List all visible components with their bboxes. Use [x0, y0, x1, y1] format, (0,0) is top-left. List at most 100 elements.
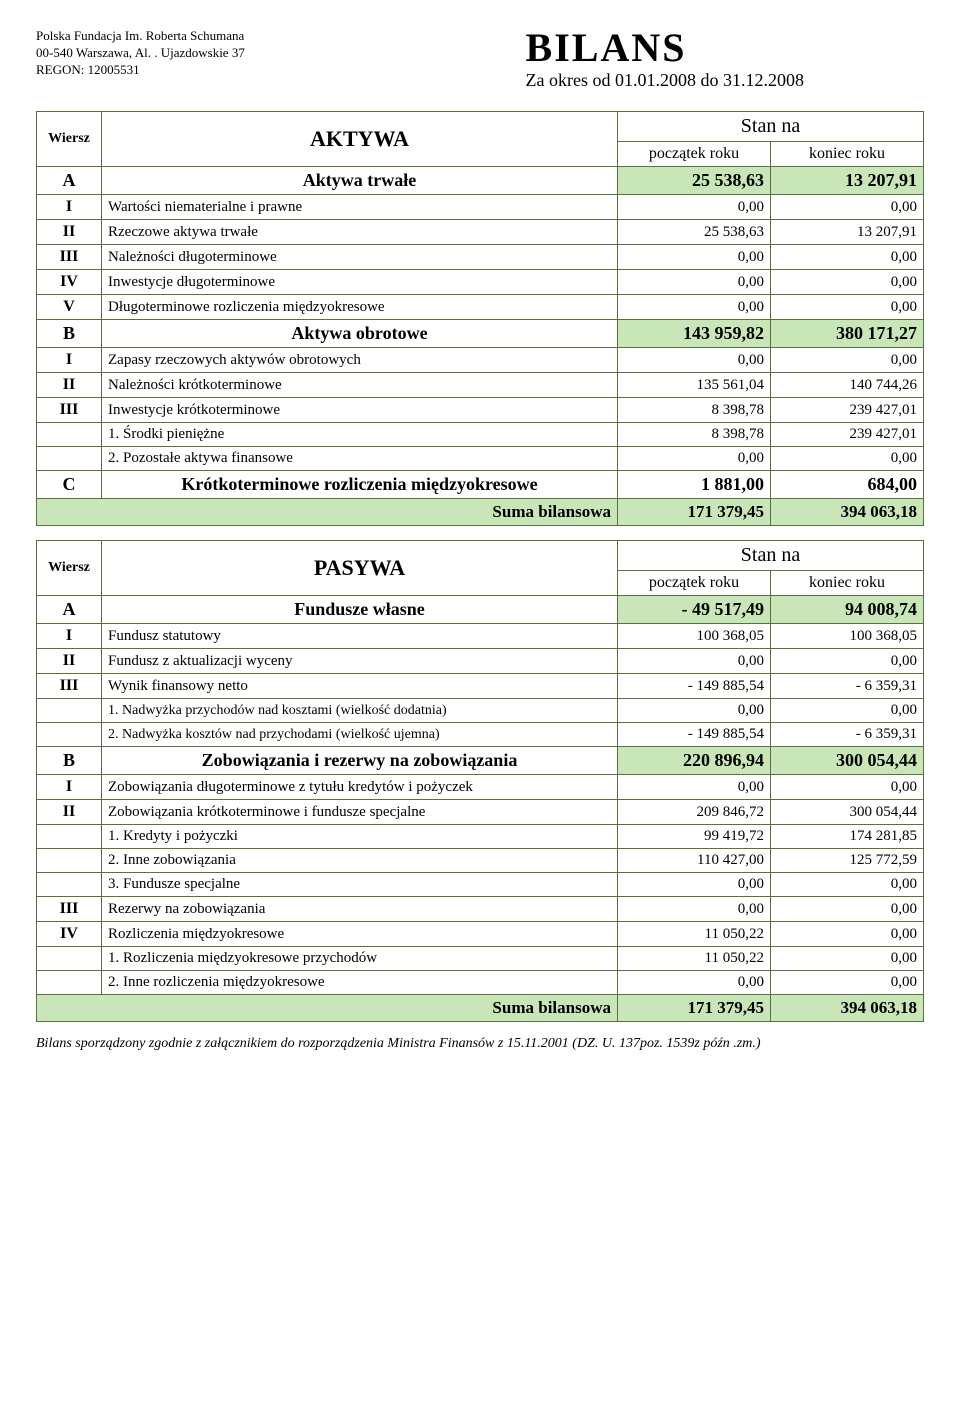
row-v2: 0,00 [771, 295, 924, 320]
koniec-header: koniec roku [771, 142, 924, 167]
row-code: V [37, 295, 102, 320]
suma-v1: 171 379,45 [618, 995, 771, 1022]
row-code [37, 849, 102, 873]
row-v1: 0,00 [618, 897, 771, 922]
row-code: I [37, 195, 102, 220]
pasywa-row: 2. Nadwyżka kosztów nad przychodami (wie… [37, 723, 924, 747]
row-v1: 1 881,00 [618, 471, 771, 499]
row-code [37, 423, 102, 447]
title-sub: Za okres od 01.01.2008 do 31.12.2008 [526, 70, 804, 91]
row-desc: Aktywa obrotowe [102, 320, 618, 348]
row-code [37, 723, 102, 747]
row-v2: 300 054,44 [771, 800, 924, 825]
row-v1: 25 538,63 [618, 220, 771, 245]
aktywa-heading: AKTYWA [102, 112, 618, 167]
row-code: III [37, 245, 102, 270]
row-v2: 0,00 [771, 922, 924, 947]
poczatek-header: początek roku [618, 142, 771, 167]
row-v1: 143 959,82 [618, 320, 771, 348]
row-desc: Inwestycje krótkoterminowe [102, 398, 618, 423]
aktywa-row: IIINależności długoterminowe0,000,00 [37, 245, 924, 270]
row-code: A [37, 596, 102, 624]
org-info: Polska Fundacja Im. Roberta Schumana 00-… [36, 28, 245, 79]
row-v1: 0,00 [618, 971, 771, 995]
row-v1: 209 846,72 [618, 800, 771, 825]
pasywa-row: IIFundusz z aktualizacji wyceny0,000,00 [37, 649, 924, 674]
pasywa-row: IIIRezerwy na zobowiązania0,000,00 [37, 897, 924, 922]
pasywa-suma-row: Suma bilansowa 171 379,45 394 063,18 [37, 995, 924, 1022]
pasywa-row: 3. Fundusze specjalne0,000,00 [37, 873, 924, 897]
aktywa-suma-row: Suma bilansowa 171 379,45 394 063,18 [37, 499, 924, 526]
row-v1: 99 419,72 [618, 825, 771, 849]
row-desc: 2. Nadwyżka kosztów nad przychodami (wie… [102, 723, 618, 747]
row-v2: 125 772,59 [771, 849, 924, 873]
pasywa-heading: PASYWA [102, 541, 618, 596]
pasywa-row: 1. Rozliczenia międzyokresowe przychodów… [37, 947, 924, 971]
title-block: BILANS Za okres od 01.01.2008 do 31.12.2… [526, 28, 804, 91]
row-code [37, 971, 102, 995]
pasywa-row: 2. Inne rozliczenia międzyokresowe0,000,… [37, 971, 924, 995]
row-v2: 0,00 [771, 947, 924, 971]
row-v2: 0,00 [771, 897, 924, 922]
row-v1: 0,00 [618, 699, 771, 723]
row-desc: Krótkoterminowe rozliczenia międzyokreso… [102, 471, 618, 499]
footnote: Bilans sporządzony zgodnie z załącznikie… [36, 1036, 924, 1052]
pasywa-row: IZobowiązania długoterminowe z tytułu kr… [37, 775, 924, 800]
row-v1: 110 427,00 [618, 849, 771, 873]
row-code: B [37, 747, 102, 775]
row-v1: 0,00 [618, 348, 771, 373]
aktywa-row: AAktywa trwałe25 538,6313 207,91 [37, 167, 924, 195]
aktywa-row: 2. Pozostałe aktywa finansowe0,000,00 [37, 447, 924, 471]
row-desc: 3. Fundusze specjalne [102, 873, 618, 897]
row-code [37, 873, 102, 897]
row-desc: Aktywa trwałe [102, 167, 618, 195]
aktywa-row: VDługoterminowe rozliczenia międzyokreso… [37, 295, 924, 320]
row-v2: 684,00 [771, 471, 924, 499]
poczatek-header: początek roku [618, 571, 771, 596]
row-v2: 0,00 [771, 775, 924, 800]
row-code: II [37, 220, 102, 245]
row-v2: 100 368,05 [771, 624, 924, 649]
pasywa-row: IIZobowiązania krótkoterminowe i fundusz… [37, 800, 924, 825]
aktywa-row: IINależności krótkoterminowe135 561,0414… [37, 373, 924, 398]
row-code [37, 947, 102, 971]
row-desc: 2. Pozostałe aktywa finansowe [102, 447, 618, 471]
row-v2: 380 171,27 [771, 320, 924, 348]
row-desc: Rezerwy na zobowiązania [102, 897, 618, 922]
koniec-header: koniec roku [771, 571, 924, 596]
row-desc: Zobowiązania krótkoterminowe i fundusze … [102, 800, 618, 825]
row-v1: 8 398,78 [618, 398, 771, 423]
row-v1: 0,00 [618, 447, 771, 471]
suma-label: Suma bilansowa [37, 995, 618, 1022]
org-line2: 00-540 Warszawa, Al. . Ujazdowskie 37 [36, 45, 245, 62]
row-v2: 0,00 [771, 245, 924, 270]
pasywa-header-row1: Wiersz PASYWA Stan na [37, 541, 924, 571]
row-code [37, 447, 102, 471]
row-desc: 2. Inne zobowiązania [102, 849, 618, 873]
row-code: IV [37, 922, 102, 947]
row-v2: 0,00 [771, 447, 924, 471]
row-desc: Fundusz statutowy [102, 624, 618, 649]
row-desc: 1. Rozliczenia międzyokresowe przychodów [102, 947, 618, 971]
row-v1: 11 050,22 [618, 922, 771, 947]
row-v1: 0,00 [618, 775, 771, 800]
row-code: III [37, 897, 102, 922]
wiersz-header: Wiersz [37, 112, 102, 167]
row-v2: 0,00 [771, 649, 924, 674]
row-v2: 0,00 [771, 270, 924, 295]
row-desc: Należności długoterminowe [102, 245, 618, 270]
row-v1: 25 538,63 [618, 167, 771, 195]
row-desc: Inwestycje długoterminowe [102, 270, 618, 295]
row-desc: Rozliczenia międzyokresowe [102, 922, 618, 947]
document-header: Polska Fundacja Im. Roberta Schumana 00-… [36, 28, 924, 91]
row-desc: Wynik finansowy netto [102, 674, 618, 699]
row-v1: 0,00 [618, 295, 771, 320]
suma-v2: 394 063,18 [771, 499, 924, 526]
aktywa-header-row1: Wiersz AKTYWA Stan na [37, 112, 924, 142]
row-desc: Zapasy rzeczowych aktywów obrotowych [102, 348, 618, 373]
row-v2: 239 427,01 [771, 423, 924, 447]
row-v2: 174 281,85 [771, 825, 924, 849]
row-desc: Wartości niematerialne i prawne [102, 195, 618, 220]
row-code: I [37, 348, 102, 373]
row-v2: 0,00 [771, 873, 924, 897]
